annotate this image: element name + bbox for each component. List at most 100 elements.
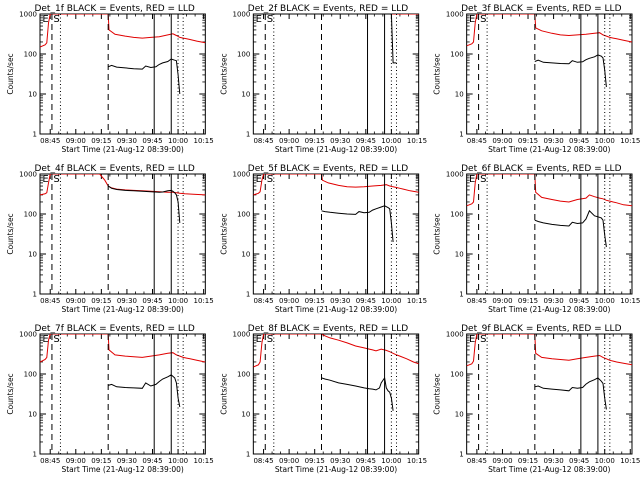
x-tick-label: 09:00: [279, 137, 299, 145]
x-tick-label: 09:30: [543, 457, 563, 465]
y-axis-label: Counts/sec: [6, 213, 15, 254]
y-tick-label: 100: [24, 371, 37, 379]
panel-det-3f: Det_3f BLACK = Events, RED = LLD 1 10 100 10…: [433, 4, 640, 154]
panel-det-6f: Det_6f BLACK = Events, RED = LLD 1 10 100 10…: [433, 164, 640, 314]
x-tick-label: 09:45: [142, 457, 162, 465]
x-tick-label: 10:00: [168, 297, 188, 305]
x-tick-label: 08:45: [40, 297, 60, 305]
series-line-events: [108, 58, 181, 95]
x-tick-label: 09:00: [66, 297, 86, 305]
y-tick-label: 1000: [19, 11, 37, 19]
x-tick-label: 08:45: [253, 457, 273, 465]
series-line-lld: [40, 334, 206, 363]
y-tick-label: 1000: [446, 331, 464, 339]
y-tick-label: 1000: [233, 331, 251, 339]
marker-s: S: [53, 174, 59, 185]
panel-det-2f: Det_2f BLACK = Events, RED = LLD 1 10 100 10…: [219, 4, 427, 154]
panel-det-8f: Det_8f BLACK = Events, RED = LLD 1 10 100 10…: [219, 324, 427, 474]
x-tick-label: 09:30: [330, 297, 350, 305]
series-line-lld: [253, 174, 419, 196]
x-tick-label: 10:15: [407, 137, 427, 145]
panel-title: Det_8f BLACK = Events, RED = LLD: [248, 324, 408, 334]
y-tick-label: 1: [246, 131, 250, 139]
plot-frame: [466, 13, 633, 135]
x-tick-label: 09:15: [91, 297, 111, 305]
x-tick-label: 09:30: [330, 457, 350, 465]
x-axis-label: Start Time (21-Aug-12 08:39:00): [275, 145, 397, 154]
y-tick-label: 10: [241, 411, 250, 419]
x-tick-label: 08:45: [467, 297, 487, 305]
y-tick-label: 1000: [19, 331, 37, 339]
y-tick-label: 100: [237, 211, 250, 219]
x-tick-label: 09:00: [279, 297, 299, 305]
marker-e: E: [256, 334, 262, 345]
x-tick-label: 09:45: [356, 457, 376, 465]
marker-e: E: [469, 14, 475, 25]
y-tick-label: 1000: [19, 171, 37, 179]
x-tick-label: 09:00: [492, 137, 512, 145]
y-tick-label: 10: [455, 411, 464, 419]
x-axis-label: Start Time (21-Aug-12 08:39:00): [275, 305, 397, 314]
plot-frame: [39, 13, 206, 135]
x-tick-label: 09:00: [492, 297, 512, 305]
x-axis-label: Start Time (21-Aug-12 08:39:00): [275, 465, 397, 474]
y-tick-label: 1000: [446, 11, 464, 19]
x-tick-label: 09:45: [569, 297, 589, 305]
x-tick-label: 08:45: [253, 137, 273, 145]
y-tick-label: 100: [450, 51, 463, 59]
y-tick-label: 10: [28, 91, 37, 99]
panel-title: Det_4f BLACK = Events, RED = LLD: [34, 164, 194, 174]
x-tick-label: 09:30: [117, 457, 137, 465]
plot-frame: [39, 173, 206, 295]
x-tick-label: 09:15: [518, 457, 538, 465]
plot-frame: [466, 173, 633, 295]
y-axis-label: Counts/sec: [219, 213, 228, 254]
y-tick-label: 100: [237, 51, 250, 59]
panel-det-4f: Det_4f BLACK = Events, RED = LLD 1 10 100 10…: [6, 164, 214, 314]
x-tick-label: 09:00: [492, 457, 512, 465]
panel-title: Det_2f BLACK = Events, RED = LLD: [248, 4, 408, 14]
marker-s: S: [480, 174, 486, 185]
x-tick-label: 09:45: [142, 137, 162, 145]
x-tick-label: 10:00: [168, 457, 188, 465]
panel-title: Det_7f BLACK = Events, RED = LLD: [34, 324, 194, 334]
y-tick-label: 1: [33, 291, 37, 299]
series-line-events: [321, 205, 394, 243]
marker-s: S: [267, 14, 273, 25]
panel-det-5f: Det_5f BLACK = Events, RED = LLD 1 10 100 10…: [219, 164, 427, 314]
x-tick-label: 09:30: [117, 297, 137, 305]
x-tick-label: 09:15: [518, 137, 538, 145]
series-line-events: [108, 374, 181, 408]
plot-frame: [252, 13, 420, 135]
y-tick-label: 1000: [233, 171, 251, 179]
series-line-lld: [466, 334, 632, 367]
y-axis-label: Counts/sec: [219, 373, 228, 414]
panel-title: Det_5f BLACK = Events, RED = LLD: [248, 164, 408, 174]
y-tick-label: 100: [450, 211, 463, 219]
marker-e: E: [256, 14, 262, 25]
x-tick-label: 10:00: [381, 297, 401, 305]
series-line-events: [321, 376, 394, 411]
x-axis-label: Start Time (21-Aug-12 08:39:00): [61, 145, 183, 154]
y-tick-label: 1: [246, 451, 250, 459]
y-tick-label: 1: [246, 291, 250, 299]
x-tick-label: 09:00: [279, 457, 299, 465]
x-tick-label: 09:30: [330, 137, 350, 145]
x-axis-label: Start Time (21-Aug-12 08:39:00): [488, 145, 610, 154]
x-axis-label: Start Time (21-Aug-12 08:39:00): [488, 465, 610, 474]
series-line-lld: [40, 174, 206, 196]
y-tick-label: 100: [237, 371, 250, 379]
x-tick-label: 10:15: [620, 457, 640, 465]
plot-frame: [466, 333, 633, 455]
panel-det-1f: Det_1f BLACK = Events, RED = LLD 1 10 100 10…: [6, 4, 214, 154]
series-line-lld: [40, 14, 206, 48]
y-axis-label: Counts/sec: [433, 373, 442, 414]
y-axis-label: Counts/sec: [219, 53, 228, 94]
x-tick-label: 10:15: [620, 137, 640, 145]
x-tick-label: 10:00: [595, 137, 615, 145]
x-tick-label: 10:15: [194, 137, 214, 145]
series-line-lld: [253, 334, 419, 368]
series-line-events: [534, 377, 607, 410]
marker-e: E: [42, 334, 48, 345]
